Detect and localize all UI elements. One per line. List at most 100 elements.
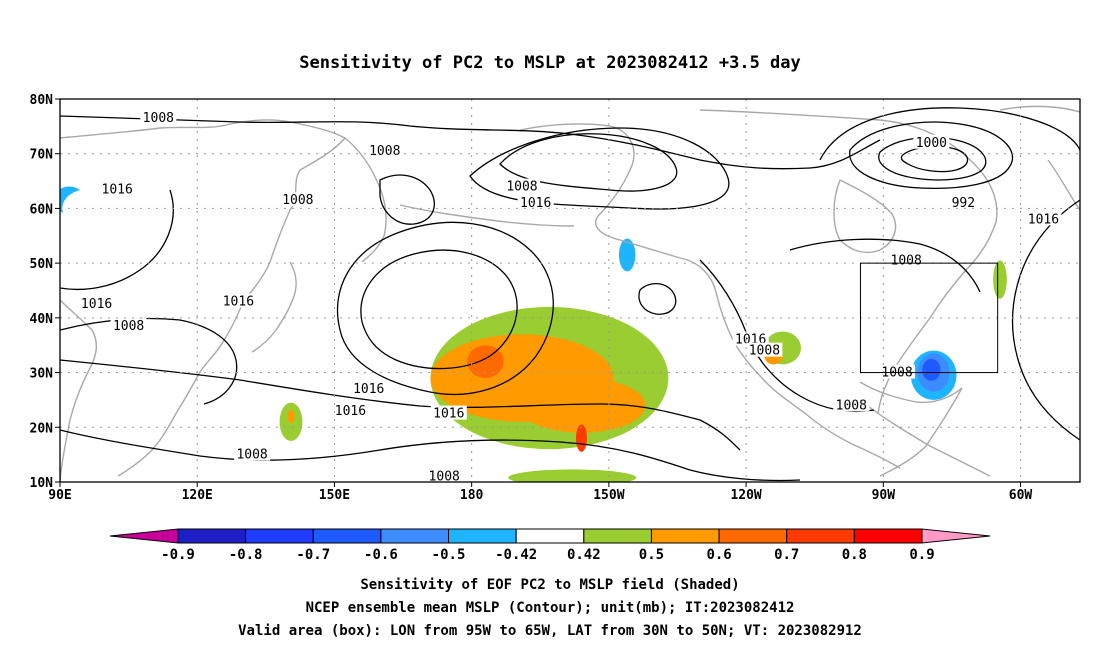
- coastline-hudson-bay: [833, 179, 897, 254]
- contour-label: 1016: [102, 182, 133, 197]
- contour-label: 1008: [236, 448, 267, 463]
- coastline-gulf-of-mexico: [859, 381, 963, 477]
- contour-label-bg: [517, 194, 554, 209]
- contour-label: 1008: [369, 144, 400, 159]
- shade-region-19: [517, 378, 646, 433]
- contour-label: 1008: [282, 193, 313, 208]
- contour-label: 1016: [520, 196, 551, 211]
- colorbar-segment: [786, 528, 855, 544]
- contour-label-bg: [746, 342, 783, 357]
- x-tick-label: 60W: [1009, 488, 1033, 503]
- caption-line-3: Valid area (box): LON from 95W to 65W, L…: [238, 623, 862, 639]
- shade-region-15: [862, 320, 877, 332]
- contour-1000-iceland-low: [849, 121, 1014, 189]
- shade-region-21: [575, 424, 587, 452]
- colorbar-tick-label: -0.42: [495, 547, 537, 563]
- colorbar-segment: [718, 528, 788, 544]
- contour-label-bg: [426, 468, 463, 482]
- y-tick-label: 40N: [30, 312, 54, 327]
- contour-label-bg: [833, 397, 870, 412]
- shade-region-2: [62, 189, 113, 228]
- y-tick-label: 50N: [30, 257, 54, 272]
- coastline-north-america-east: [699, 109, 998, 415]
- x-tick-label: 180: [460, 488, 484, 503]
- coastline-alaska-canada: [519, 123, 901, 469]
- colorbar-segment: [650, 528, 720, 544]
- contour-label: 1008: [143, 111, 174, 126]
- shade-region-16: [1061, 227, 1080, 255]
- colorbar-arrow-right: [921, 528, 991, 544]
- contour-label-bg: [913, 134, 950, 149]
- contour-1008-tropical: [60, 429, 801, 482]
- colorbar-arrow-left: [109, 528, 179, 544]
- colorbar-segment: [380, 528, 450, 544]
- contour-label-bg: [430, 405, 467, 420]
- contour-1016-pacific-high-inner: [360, 249, 518, 370]
- contour-label: 1000: [916, 136, 947, 151]
- colorbar-tick-label: -0.7: [296, 547, 330, 563]
- contour-label: 1016: [81, 297, 112, 312]
- colorbar-segment: [448, 528, 517, 544]
- map-plot-area: 1008100810081016100099210161016100810081…: [60, 105, 1080, 482]
- contour-label: 1008: [113, 319, 144, 334]
- contour-1016-pacific-lows: [379, 174, 677, 315]
- contour-label: 1008: [506, 180, 537, 195]
- contour-label-bg: [220, 293, 257, 308]
- contour-label-bg: [1025, 211, 1062, 226]
- colorbar-tick-label: 0.9: [909, 547, 934, 563]
- coastline-aleutians: [399, 204, 575, 227]
- contour-label: 1008: [881, 366, 912, 381]
- contour-1008-china: [60, 317, 238, 405]
- contour-label-bg: [78, 296, 115, 311]
- contour-label: 1008: [891, 253, 922, 268]
- colorbar-segment: [245, 528, 314, 544]
- y-tick-label: 60N: [30, 202, 54, 217]
- shade-region-7: [313, 437, 324, 451]
- coastline-asia: [60, 119, 347, 481]
- colorbar-segment: [515, 528, 585, 544]
- contour-label: 1016: [353, 382, 384, 397]
- contour-1008-low-ring: [499, 133, 678, 192]
- coastline-central-america: [859, 399, 991, 477]
- chart-title: Sensitivity of PC2 to MSLP at 2023082412…: [299, 53, 801, 73]
- contour-label-bg: [366, 142, 403, 157]
- contour-label-bg: [140, 110, 177, 125]
- y-tick-label: 20N: [30, 421, 54, 436]
- shade-region-23: [287, 409, 295, 423]
- contour-1008-north: [60, 115, 881, 170]
- contour-1016-pacific-high-ring: [336, 221, 554, 395]
- y-axis-tick-labels: 80N 70N 60N 50N 40N 30N 20N 10N: [30, 93, 60, 491]
- shade-region-3: [101, 208, 147, 253]
- colorbar-segment: [312, 528, 382, 544]
- colorbar-tick-label: -0.8: [229, 547, 263, 563]
- colorbar-segment: [177, 528, 247, 544]
- colorbar-tick-label: -0.5: [432, 547, 466, 563]
- shade-region-5: [112, 293, 127, 310]
- contour-1016-siberia: [60, 189, 174, 291]
- contour-1016-atlantic: [1011, 199, 1080, 441]
- contour-label-bg: [879, 364, 916, 379]
- colorbar-tick-label: 0.42: [567, 547, 601, 563]
- valid-area-box: [859, 262, 999, 374]
- contour-label-bg: [234, 446, 271, 461]
- x-tick-label: 120E: [182, 488, 213, 503]
- sensitivity-shading-layer: [60, 186, 1080, 482]
- contour-label: 1016: [223, 294, 254, 309]
- y-tick-label: 70N: [30, 148, 54, 163]
- colorbar-tick-label: 0.8: [842, 547, 867, 563]
- x-axis-tick-labels: 90E 120E 150E 180 150W 120W 90W 60W: [48, 482, 1032, 503]
- contour-label-bg: [949, 194, 978, 209]
- contour-label-bg: [503, 178, 540, 193]
- shade-region-14: [903, 430, 918, 452]
- contour-label-bg: [350, 380, 387, 395]
- y-tick-label: 30N: [30, 367, 54, 382]
- colorbar-segment: [583, 528, 652, 544]
- contour-label: 1016: [1028, 212, 1059, 227]
- colorbar: -0.9 -0.8 -0.7 -0.6 -0.5 -0.42 0.42 0.5 0.6 0.7 0.…: [109, 528, 991, 563]
- x-tick-label: 90W: [872, 488, 896, 503]
- map-frame: [59, 98, 1081, 483]
- y-tick-label: 10N: [30, 476, 54, 491]
- coastline-japan: [251, 261, 297, 353]
- coastline-layer: [60, 105, 1080, 481]
